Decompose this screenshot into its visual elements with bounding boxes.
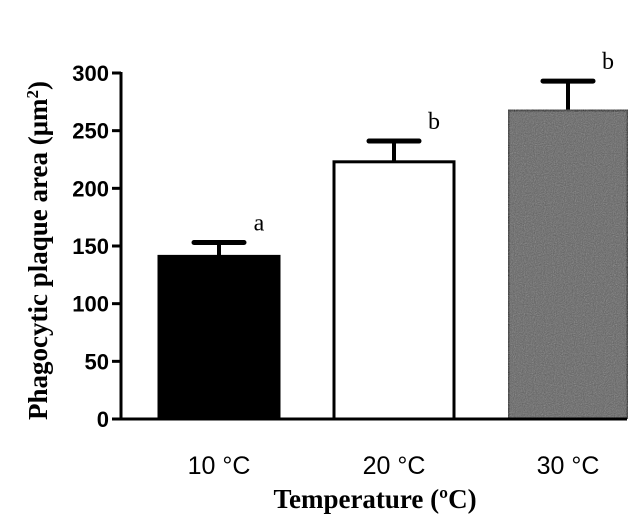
significance-label: b (428, 109, 440, 135)
y-tick-label: 200 (72, 176, 109, 201)
y-axis-title-main: Phagocytic plaque area (μm (23, 98, 53, 420)
y-ticks-layer: 0 50 100 150 200 250 300 (72, 61, 121, 432)
bar (157, 254, 281, 421)
y-tick-label: 250 (72, 119, 109, 144)
category-label: 20 °C (363, 452, 426, 480)
y-tick-label: 0 (97, 407, 109, 432)
y-axis-title: Phagocytic plaque area (μm2) (23, 81, 54, 420)
bars-layer: a b b (157, 49, 630, 421)
y-tick-label: 100 (72, 292, 109, 317)
y-tick-label: 150 (72, 234, 109, 259)
category-label: 10 °C (188, 452, 251, 480)
significance-label: a (254, 211, 265, 237)
significance-label: b (602, 49, 614, 75)
bar (332, 160, 456, 421)
bar (506, 108, 630, 421)
category-label: 30 °C (537, 452, 600, 480)
y-axis-title-superscript: 2 (23, 90, 42, 99)
category-labels-layer: 10 °C 20 °C 30 °C (188, 452, 600, 480)
y-axis-title-close: ) (23, 81, 53, 90)
y-tick-label: 50 (85, 349, 109, 374)
y-tick-label: 300 (72, 61, 109, 86)
x-axis-title: Temperature (ºC) (273, 484, 476, 514)
